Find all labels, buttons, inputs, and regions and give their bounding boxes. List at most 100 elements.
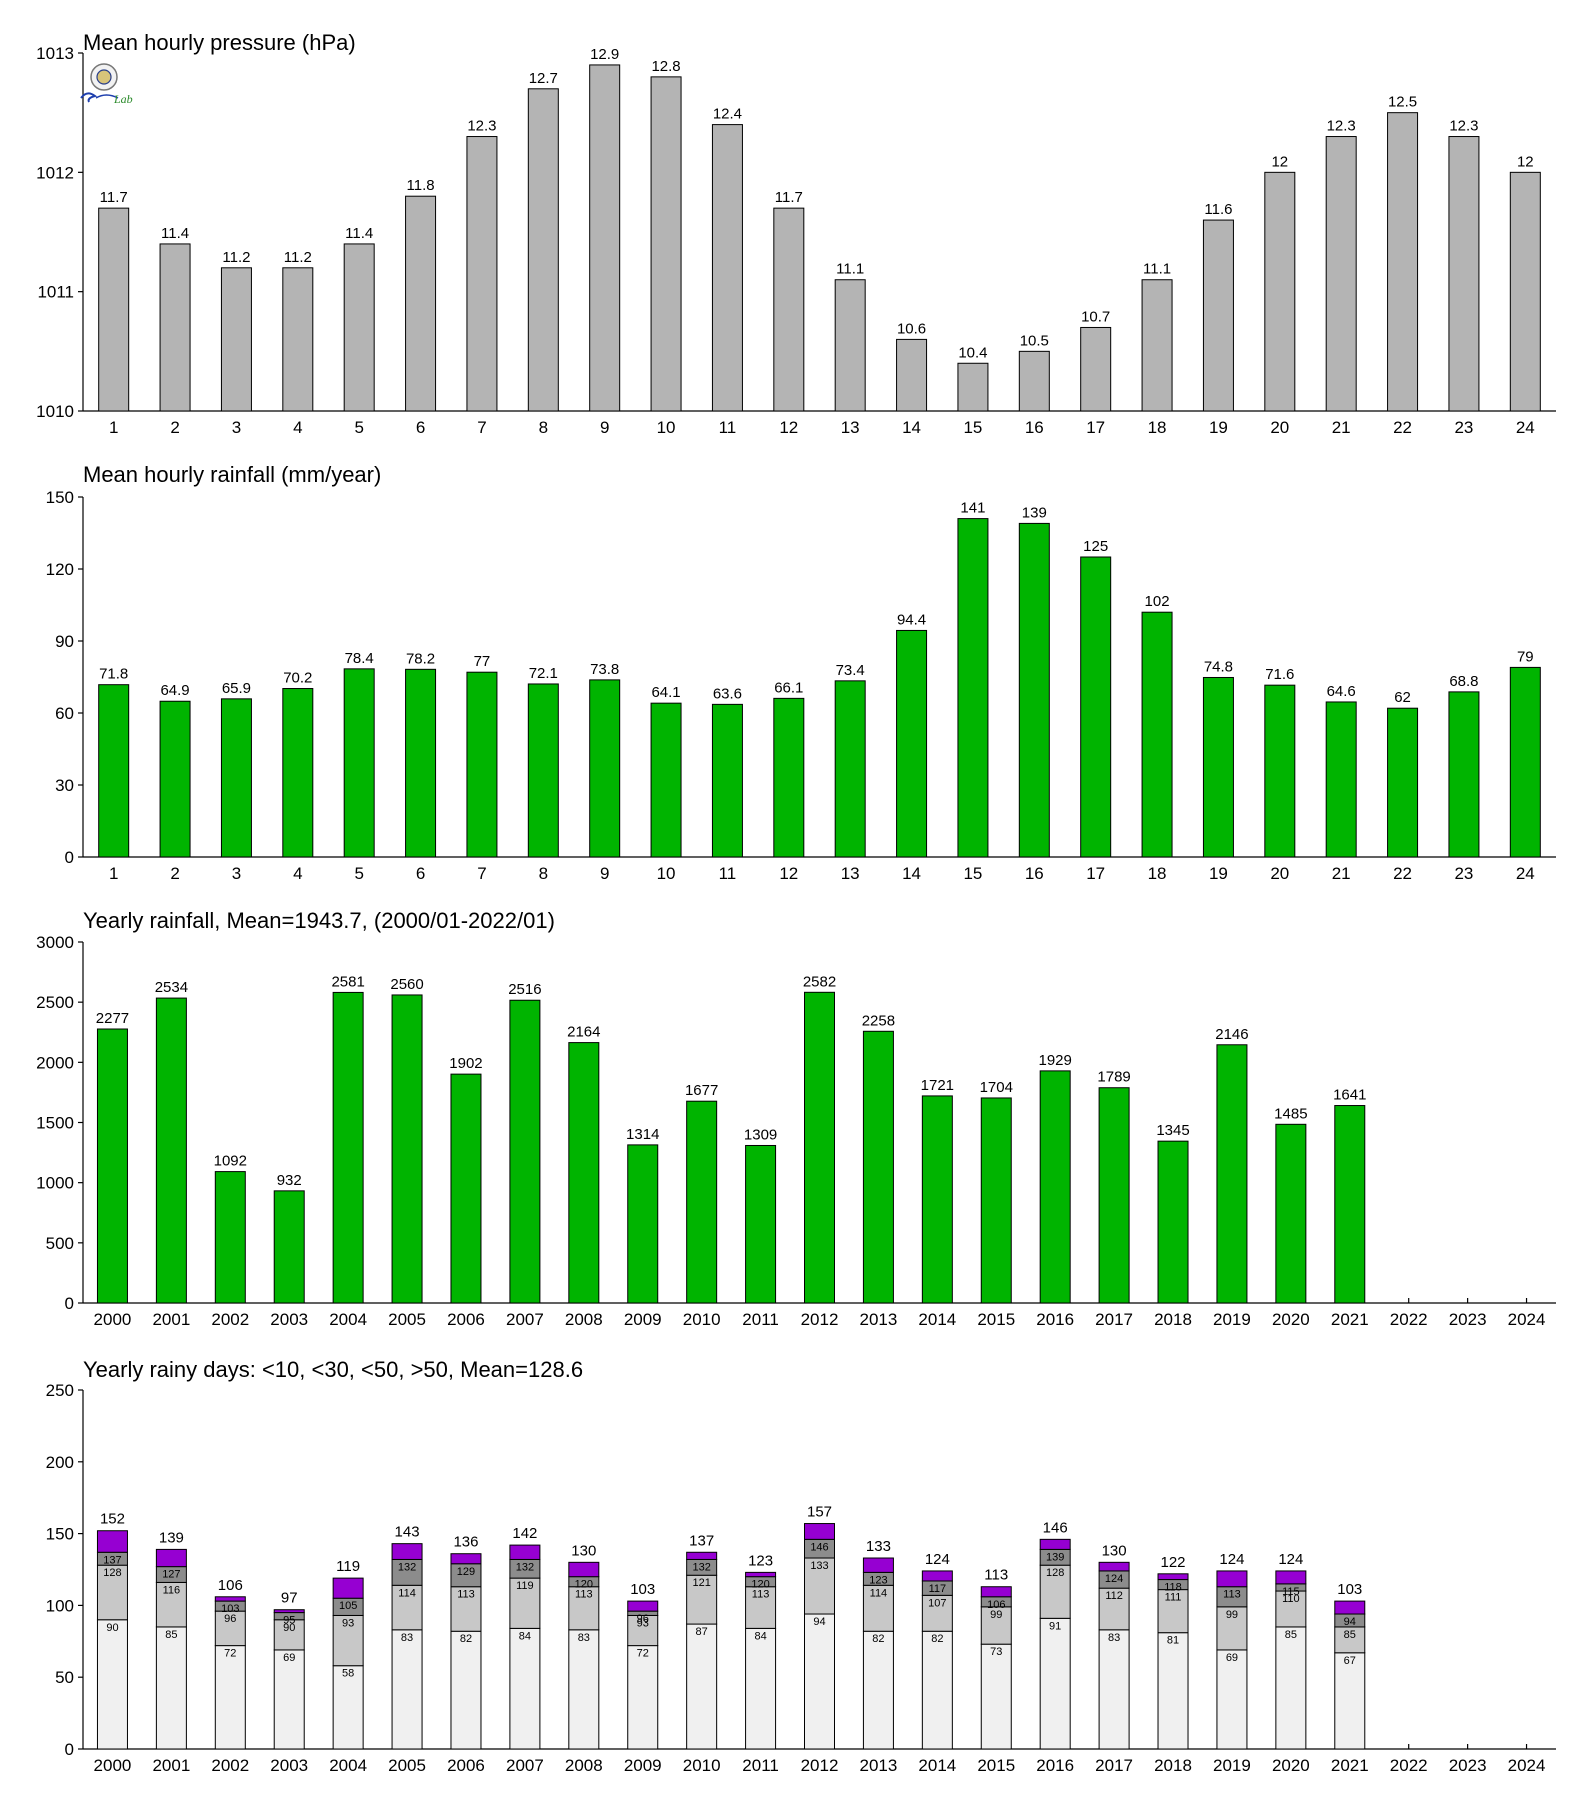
data-label: 64.6 bbox=[1327, 683, 1356, 700]
bar-segment-lt10 bbox=[214, 1645, 246, 1750]
bar bbox=[527, 683, 559, 858]
x-tick-label: 13 bbox=[841, 418, 860, 437]
x-tick-label: 2004 bbox=[329, 1310, 367, 1329]
x-tick-label: 9 bbox=[600, 418, 609, 437]
x-tick-label: 1 bbox=[109, 418, 118, 437]
y-tick-label: 50 bbox=[55, 1668, 74, 1687]
bar bbox=[466, 136, 498, 412]
y-tick-label: 150 bbox=[46, 488, 74, 507]
data-label: 71.8 bbox=[99, 666, 128, 683]
data-label: 119 bbox=[336, 1558, 360, 1575]
data-label: 125 bbox=[1083, 538, 1108, 555]
bar bbox=[98, 684, 130, 858]
bar-segment-gt50 bbox=[1098, 1561, 1130, 1572]
x-tick-label: 5 bbox=[354, 864, 363, 883]
data-label: 71.6 bbox=[1265, 666, 1294, 683]
x-tick-label: 3 bbox=[232, 864, 241, 883]
data-label: 11.1 bbox=[1143, 261, 1171, 278]
x-tick-label: 2024 bbox=[1508, 1756, 1546, 1775]
x-tick-label: 2017 bbox=[1095, 1756, 1133, 1775]
segment-label-lt10: 73 bbox=[990, 1646, 1002, 1658]
bar-segment-lt30 bbox=[155, 1581, 187, 1628]
bar-segment-lt30 bbox=[1334, 1626, 1366, 1654]
bar-segment-lt10 bbox=[921, 1630, 953, 1750]
bar bbox=[568, 1042, 600, 1304]
data-label: 1929 bbox=[1038, 1052, 1071, 1069]
bar bbox=[273, 1190, 305, 1304]
data-label: 152 bbox=[100, 1511, 125, 1528]
bar bbox=[957, 518, 989, 858]
data-label: 1789 bbox=[1097, 1069, 1130, 1086]
data-label: 12.8 bbox=[651, 58, 680, 75]
x-tick-label: 5 bbox=[354, 418, 363, 437]
data-label: 11.2 bbox=[284, 249, 312, 266]
data-label: 11.4 bbox=[161, 225, 189, 242]
bar-segment-lt30 bbox=[568, 1586, 600, 1631]
segment-label-lt30: 114 bbox=[870, 1587, 888, 1599]
data-label: 10.4 bbox=[958, 344, 987, 361]
x-tick-label: 20 bbox=[1270, 864, 1289, 883]
data-label: 1485 bbox=[1274, 1105, 1307, 1122]
data-label: 136 bbox=[453, 1534, 478, 1551]
data-label: 2277 bbox=[96, 1010, 129, 1027]
data-label: 157 bbox=[807, 1504, 832, 1521]
bar-segment-gt50 bbox=[391, 1543, 423, 1560]
data-label: 1641 bbox=[1333, 1087, 1366, 1104]
data-label: 2560 bbox=[390, 976, 423, 993]
segment-label-lt50: 139 bbox=[1046, 1551, 1064, 1563]
segment-label-lt30: 116 bbox=[163, 1584, 181, 1596]
x-tick-label: 19 bbox=[1209, 418, 1228, 437]
x-tick-label: 2018 bbox=[1154, 1310, 1192, 1329]
x-tick-label: 2004 bbox=[329, 1756, 367, 1775]
x-tick-label: 21 bbox=[1332, 418, 1351, 437]
segment-label-lt30: 133 bbox=[810, 1560, 828, 1572]
data-label: 146 bbox=[1043, 1519, 1068, 1536]
segment-label-lt30: 90 bbox=[283, 1622, 295, 1634]
x-tick-label: 4 bbox=[293, 864, 302, 883]
bar bbox=[466, 671, 498, 858]
x-tick-label: 8 bbox=[539, 864, 548, 883]
bar-segment-lt10 bbox=[391, 1629, 423, 1750]
x-tick-label: 2002 bbox=[211, 1310, 249, 1329]
bar bbox=[896, 338, 928, 412]
x-tick-label: 10 bbox=[657, 864, 676, 883]
data-label: 130 bbox=[571, 1542, 596, 1559]
x-tick-label: 3 bbox=[232, 418, 241, 437]
data-label: 12.9 bbox=[590, 46, 619, 63]
x-tick-label: 2 bbox=[170, 418, 179, 437]
bar bbox=[214, 1171, 246, 1304]
data-label: 102 bbox=[1145, 593, 1170, 610]
bar-segment-lt10 bbox=[568, 1629, 600, 1750]
bar-segment-lt10 bbox=[1039, 1617, 1071, 1750]
segment-label-lt10: 91 bbox=[1049, 1620, 1061, 1632]
segment-label-lt30: 114 bbox=[398, 1587, 416, 1599]
bar bbox=[282, 688, 314, 858]
segment-label-lt50: 117 bbox=[929, 1583, 947, 1595]
bar-segment-gt50 bbox=[214, 1596, 246, 1602]
chart-title: Mean hourly rainfall (mm/year) bbox=[83, 462, 381, 487]
data-label: 141 bbox=[960, 500, 985, 517]
bar bbox=[1448, 136, 1480, 412]
chart-hourly_rain: Mean hourly rainfall (mm/year)0306090120… bbox=[46, 462, 1556, 883]
bar bbox=[1264, 171, 1296, 412]
segment-label-lt30: 107 bbox=[928, 1597, 946, 1609]
data-label: 106 bbox=[218, 1577, 243, 1594]
data-label: 12 bbox=[1517, 153, 1534, 170]
x-tick-label: 16 bbox=[1025, 418, 1044, 437]
segment-label-lt10: 84 bbox=[519, 1630, 531, 1642]
bar bbox=[155, 997, 187, 1304]
bar bbox=[745, 1144, 777, 1304]
x-tick-label: 2016 bbox=[1036, 1310, 1074, 1329]
bar bbox=[1387, 112, 1419, 412]
bar bbox=[1098, 1087, 1130, 1304]
bar bbox=[1141, 611, 1173, 858]
bar-segment-lt30 bbox=[391, 1584, 423, 1631]
segment-label-lt10: 94 bbox=[813, 1616, 825, 1628]
bar bbox=[804, 991, 835, 1304]
x-tick-label: 17 bbox=[1086, 864, 1105, 883]
segment-label-lt50: 105 bbox=[339, 1600, 357, 1612]
segment-label-lt50: 146 bbox=[810, 1541, 828, 1553]
data-label: 2581 bbox=[331, 973, 364, 990]
x-tick-label: 2006 bbox=[447, 1756, 485, 1775]
y-tick-label: 0 bbox=[65, 848, 74, 867]
